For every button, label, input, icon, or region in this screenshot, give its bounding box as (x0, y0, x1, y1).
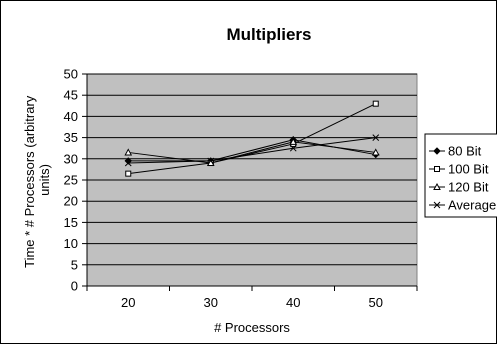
marker-stroke (207, 157, 215, 165)
data-point-100-bit (125, 170, 132, 177)
legend-label: 120 Bit (448, 180, 489, 195)
marker-stroke (372, 134, 380, 141)
data-point-80-bit (124, 157, 132, 165)
x-tick-label: 30 (204, 295, 218, 310)
legend-label: 80 Bit (448, 144, 482, 159)
marker-stroke (433, 201, 441, 209)
legend: 80 Bit 100 Bit 120 Bit Average (424, 133, 497, 218)
legend-item-120-bit: 120 Bit (429, 180, 489, 195)
y-axis-title-line-1: Time * # Processors (arbitrary (22, 95, 37, 268)
legend-item-100-bit: 100 Bit (429, 162, 489, 177)
gridlines (87, 73, 417, 266)
y-axis-title-line-2: units) (37, 164, 52, 196)
data-point-average (124, 159, 132, 167)
legend-marker (434, 166, 440, 172)
y-axis-title: Time * # Processors (arbitrary units) (22, 92, 52, 268)
series-120-bit (124, 137, 380, 167)
marker-stroke (124, 159, 132, 167)
y-tick-label: 0 (71, 279, 78, 294)
data-point-120-bit (289, 137, 298, 145)
x-tick-labels: 20 30 40 50 (121, 295, 383, 310)
y-tick-label: 15 (64, 215, 78, 230)
y-tick-label: 25 (64, 173, 78, 188)
y-tick-label: 30 (64, 151, 78, 166)
data-point-average (372, 134, 380, 141)
y-tick-label: 35 (64, 130, 78, 145)
x-tick-label: 40 (286, 295, 300, 310)
legend-item-80-bit: 80 Bit (429, 144, 482, 159)
legend-marker (433, 201, 441, 209)
legend-label: 100 Bit (448, 162, 489, 177)
x-tick-label: 50 (369, 295, 383, 310)
data-point-120-bit (371, 148, 380, 156)
y-tick-labels: 0 5 10 15 20 25 30 35 40 45 50 (64, 67, 78, 294)
series-line-100-bit (128, 103, 376, 175)
legend-label: Average (448, 198, 496, 213)
chart-title: Multipliers (226, 25, 311, 44)
legend-item-average: Average (429, 198, 496, 213)
axes (82, 73, 418, 291)
data-point-average (207, 157, 215, 165)
marker-stroke (289, 144, 297, 152)
data-point-average (289, 144, 297, 152)
y-tick-label: 20 (64, 194, 78, 209)
data-point-120-bit (124, 148, 133, 156)
x-axis-title: # Processors (214, 320, 290, 335)
legend-marker (433, 182, 441, 190)
legend-marker (433, 147, 441, 155)
series-layer (124, 100, 380, 177)
x-tick-label: 20 (121, 295, 135, 310)
series-line-average (128, 137, 376, 164)
y-tick-label: 45 (64, 88, 78, 103)
y-tick-label: 50 (64, 67, 78, 82)
data-point-100-bit (372, 100, 379, 107)
y-tick-label: 10 (64, 236, 78, 251)
y-tick-label: 5 (71, 257, 78, 272)
series-average (124, 134, 380, 167)
y-tick-label: 40 (64, 109, 78, 124)
series-line-120-bit (128, 141, 376, 164)
